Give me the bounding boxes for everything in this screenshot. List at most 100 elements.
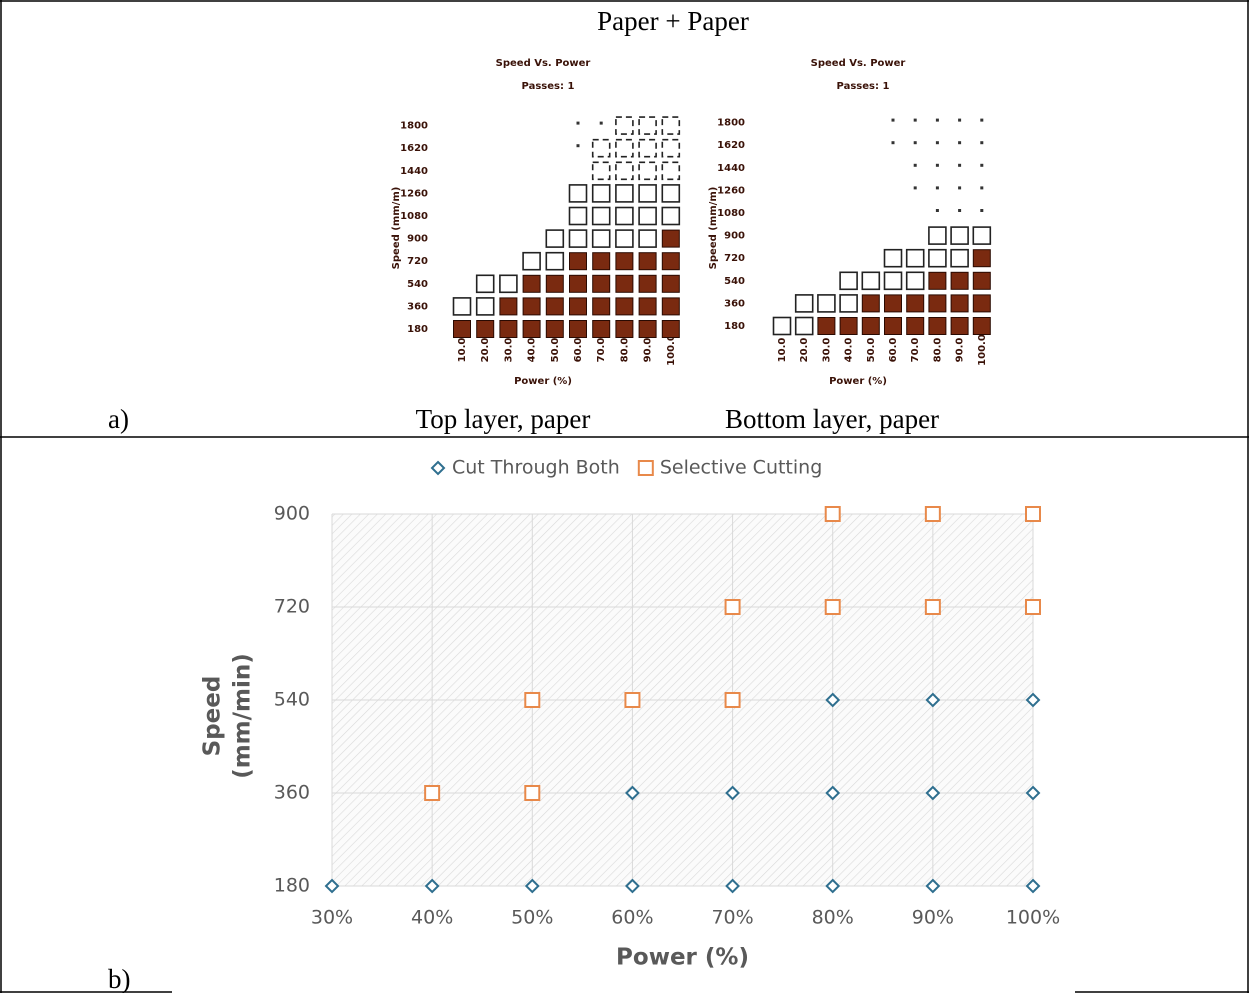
grid-cell-cut <box>570 321 587 338</box>
grid-cell-outline <box>477 298 494 315</box>
grid-cell-outline <box>818 295 835 312</box>
grid-cell-outline <box>616 185 633 202</box>
x-tick-label: 40% <box>411 907 453 929</box>
data-point <box>826 600 840 614</box>
grid-cell-outline <box>616 117 633 134</box>
grid-cell-cut <box>662 253 679 270</box>
card-xtick: 20.0 <box>480 338 491 363</box>
grid-cell-mark <box>958 164 961 167</box>
grid-cell-cut <box>616 298 633 315</box>
card-xtick: 60.0 <box>888 338 899 363</box>
card-ytick: 1440 <box>717 163 745 174</box>
grid-cell-cut <box>593 298 610 315</box>
card-ytick: 1440 <box>400 166 428 177</box>
grid-cell-outline <box>593 230 610 247</box>
grid-cell-mark <box>936 164 939 167</box>
x-tick-label: 80% <box>812 907 854 929</box>
grid-cell-outline <box>570 230 587 247</box>
grid-cell-outline <box>477 275 494 292</box>
card-xtick: 10.0 <box>457 338 468 363</box>
grid-cell-outline <box>546 230 563 247</box>
y-tick-label: 180 <box>274 875 310 897</box>
grid-cell-cut <box>951 318 968 335</box>
grid-cell-mark <box>892 119 895 122</box>
card-xtick: 80.0 <box>619 338 630 363</box>
grid-cell-cut <box>477 321 494 338</box>
grid-cell-cut <box>639 321 656 338</box>
grid-cell-cut <box>639 275 656 292</box>
grid-cell-mark <box>958 209 961 212</box>
grid-cell-outline <box>616 230 633 247</box>
grid-cell-cut <box>593 253 610 270</box>
grid-cell-outline <box>454 298 471 315</box>
grid-cell-outline <box>616 162 633 179</box>
grid-cell-mark <box>914 164 917 167</box>
panel-label: a) <box>108 404 129 434</box>
data-point <box>826 507 840 521</box>
grid-cell-cut <box>546 321 563 338</box>
grid-cell-mark <box>958 119 961 122</box>
y-axis-title: Speed <box>200 676 226 757</box>
card-title: Speed Vs. Power <box>811 58 906 69</box>
card-ytick: 900 <box>724 231 745 242</box>
grid-cell-cut <box>862 318 879 335</box>
card-xtick: 30.0 <box>821 338 832 363</box>
grid-cell-outline <box>662 162 679 179</box>
card-xtick: 80.0 <box>932 338 943 363</box>
card-xtick: 50.0 <box>866 338 877 363</box>
grid-cell-cut <box>523 321 540 338</box>
legend-label: Selective Cutting <box>660 457 822 479</box>
card-xtick: 40.0 <box>844 338 855 363</box>
grid-cell-cut <box>929 272 946 289</box>
x-tick-label: 50% <box>511 907 553 929</box>
card-ylabel: Speed (mm/m) <box>708 187 719 270</box>
grid-cell-outline <box>570 208 587 225</box>
grid-cell-mark <box>980 141 983 144</box>
card-ytick: 1800 <box>717 118 745 129</box>
data-point <box>425 786 439 800</box>
grid-cell-outline <box>593 208 610 225</box>
grid-cell-outline <box>951 250 968 267</box>
grid-cell-cut <box>929 295 946 312</box>
grid-cell-outline <box>662 117 679 134</box>
card-xtick: 60.0 <box>573 338 584 363</box>
data-point <box>726 600 740 614</box>
grid-cell-cut <box>546 275 563 292</box>
card-xtick: 20.0 <box>799 338 810 363</box>
grid-cell-cut <box>662 275 679 292</box>
grid-cell-cut <box>951 272 968 289</box>
card-ytick: 540 <box>407 279 428 290</box>
grid-cell-mark <box>936 209 939 212</box>
card-ytick: 180 <box>407 324 428 335</box>
panel-title: Paper + Paper <box>597 6 749 36</box>
grid-cell-cut <box>570 253 587 270</box>
grid-cell-cut <box>500 298 517 315</box>
card-ytick: 1620 <box>717 140 745 151</box>
data-point <box>926 507 940 521</box>
grid-cell-cut <box>973 318 990 335</box>
grid-cell-mark <box>914 186 917 189</box>
grid-cell-outline <box>662 208 679 225</box>
grid-cell-cut <box>973 250 990 267</box>
grid-cell-outline <box>639 162 656 179</box>
grid-cell-outline <box>774 318 791 335</box>
data-point <box>1026 507 1040 521</box>
grid-cell-cut <box>570 298 587 315</box>
grid-cell-cut <box>593 275 610 292</box>
grid-cell-outline <box>907 272 924 289</box>
card-ytick: 540 <box>724 276 745 287</box>
card-xtick: 10.0 <box>777 338 788 363</box>
grid-cell-outline <box>840 295 857 312</box>
card-passes: Passes: 1 <box>837 81 890 92</box>
grid-cell-mark <box>936 186 939 189</box>
grid-cell-cut <box>662 298 679 315</box>
grid-cell-outline <box>862 272 879 289</box>
grid-cell-cut <box>523 275 540 292</box>
grid-cell-cut <box>639 298 656 315</box>
grid-cell-cut <box>662 321 679 338</box>
grid-cell-mark <box>892 141 895 144</box>
grid-cell-cut <box>500 321 517 338</box>
x-tick-label: 60% <box>611 907 653 929</box>
grid-cell-cut <box>907 318 924 335</box>
grid-cell-cut <box>951 295 968 312</box>
